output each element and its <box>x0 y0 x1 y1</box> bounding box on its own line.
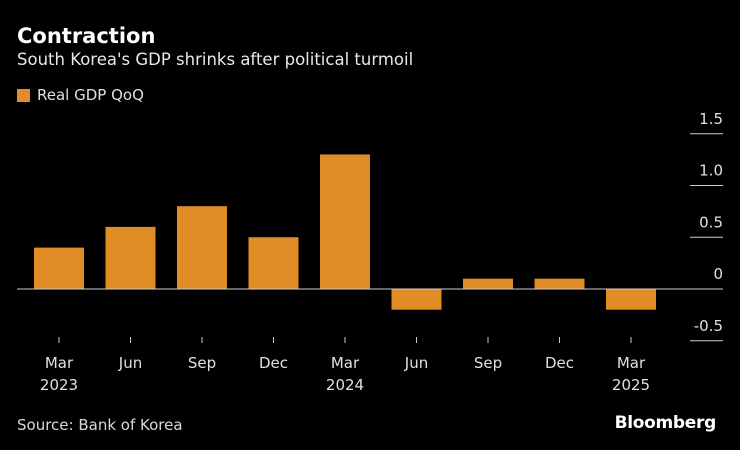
bar <box>534 278 585 289</box>
source-note: Source: Bank of Korea <box>17 416 183 434</box>
bar <box>391 289 442 310</box>
x-tick-label: Mar <box>617 354 646 372</box>
x-tick-year-label: 2025 <box>612 376 650 394</box>
legend: Real GDP QoQ <box>17 86 144 104</box>
y-tick-label: 1.5 <box>699 110 723 128</box>
bar <box>248 237 299 289</box>
chart-subtitle: South Korea's GDP shrinks after politica… <box>17 50 414 69</box>
y-tick-label: 1.0 <box>699 162 723 180</box>
y-tick-label: 0.5 <box>699 213 723 231</box>
legend-swatch <box>17 88 30 102</box>
bar <box>177 206 227 289</box>
legend-label: Real GDP QoQ <box>37 86 144 104</box>
y-tick-label: 0 <box>713 265 723 283</box>
bloomberg-logo: Bloomberg <box>614 413 717 433</box>
x-tick-label: Dec <box>259 354 288 372</box>
x-tick-year-label: 2024 <box>326 376 364 394</box>
x-tick-label: Sep <box>188 354 216 372</box>
x-tick-label: Jun <box>404 354 428 372</box>
bar <box>606 289 656 310</box>
y-tick-label: -0.5 <box>694 317 723 335</box>
x-tick-label: Mar <box>331 354 360 372</box>
x-tick-label: Sep <box>474 354 502 372</box>
x-tick-label: Jun <box>118 354 142 372</box>
bar <box>320 154 370 289</box>
chart-title: Contraction <box>17 24 156 48</box>
bar <box>105 226 156 289</box>
bar <box>463 278 513 289</box>
bar <box>34 247 84 289</box>
x-tick-label: Mar <box>45 354 74 372</box>
x-tick-year-label: 2023 <box>40 376 78 394</box>
x-tick-label: Dec <box>545 354 574 372</box>
